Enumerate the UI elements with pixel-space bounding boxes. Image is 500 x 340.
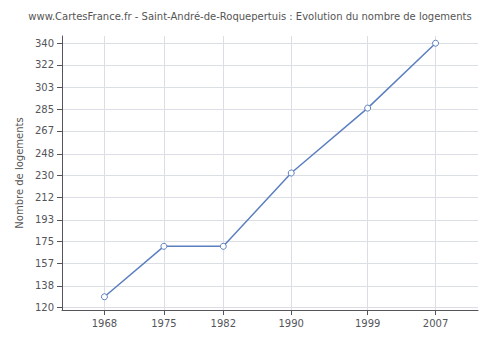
svg-text:1982: 1982 [211,318,236,329]
svg-text:1990: 1990 [278,318,303,329]
svg-text:267: 267 [35,125,54,136]
svg-text:285: 285 [35,104,54,115]
svg-text:157: 157 [35,258,54,269]
svg-text:303: 303 [35,82,54,93]
svg-text:1968: 1968 [92,318,117,329]
svg-text:193: 193 [35,214,54,225]
svg-text:322: 322 [35,59,54,70]
svg-text:175: 175 [35,236,54,247]
svg-text:138: 138 [35,280,54,291]
svg-text:1999: 1999 [355,318,380,329]
svg-text:2007: 2007 [423,318,448,329]
svg-text:1975: 1975 [151,318,176,329]
svg-text:Nombre de logements: Nombre de logements [14,117,25,228]
svg-text:www.CartesFrance.fr - Saint-An: www.CartesFrance.fr - Saint-André-de-Roq… [28,11,471,22]
svg-text:340: 340 [35,38,54,49]
svg-text:212: 212 [35,192,54,203]
svg-text:230: 230 [35,170,54,181]
svg-text:120: 120 [35,302,54,313]
svg-text:248: 248 [35,148,54,159]
